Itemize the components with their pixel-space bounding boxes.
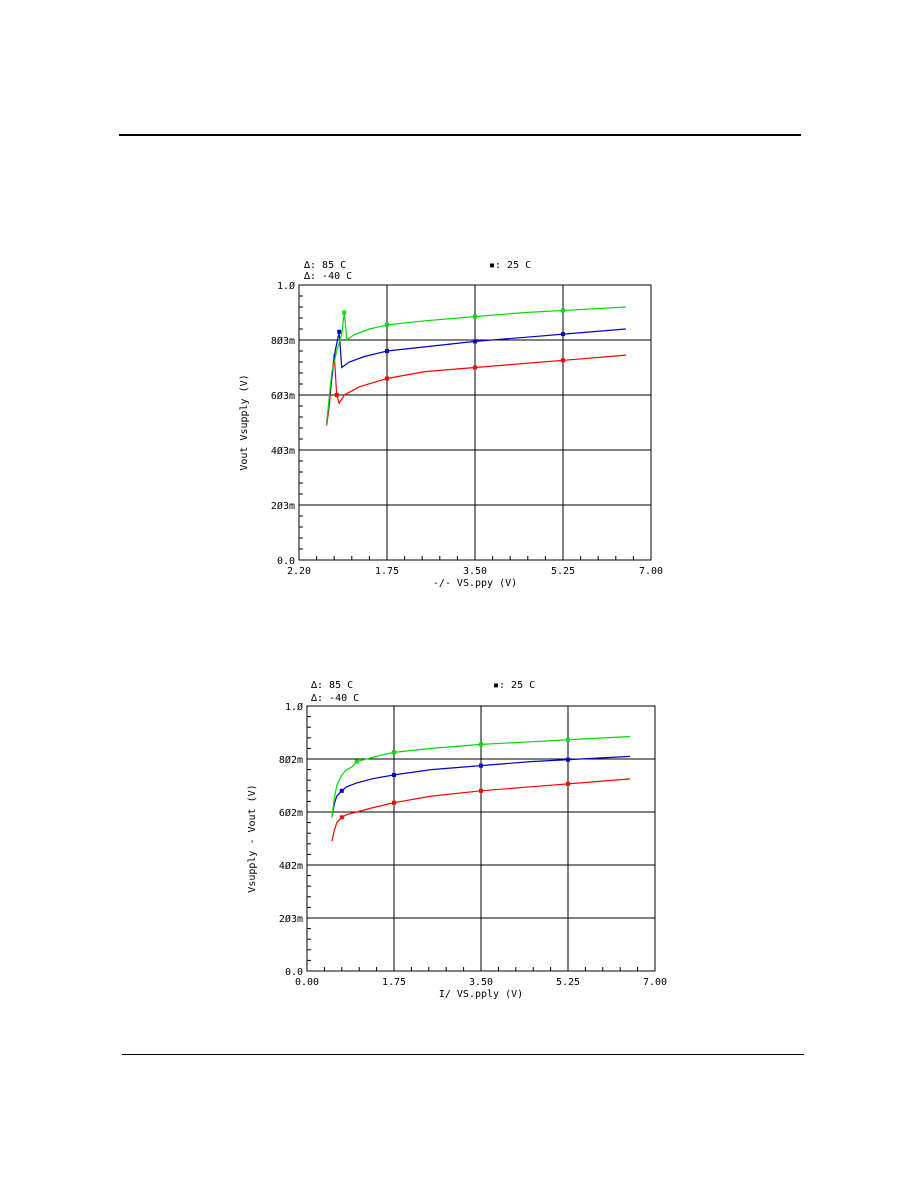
legend-entry: ∆: -40 C — [303, 271, 352, 282]
y-tick-label: 0.0 — [285, 967, 303, 978]
series-marker — [479, 763, 483, 768]
series-line — [331, 735, 631, 818]
series-marker — [339, 788, 344, 793]
y-axis-label: Vout Vsupply (V) — [239, 374, 250, 470]
x-axis-label: I/ VS.pply (V) — [439, 989, 523, 1000]
series-marker — [566, 757, 570, 762]
y-tick-label: 6Ø2m — [279, 807, 303, 819]
x-tick-label: 3.50 — [469, 977, 493, 988]
x-tick-label: 5.25 — [556, 977, 580, 988]
x-tick-label: 1.75 — [382, 977, 406, 988]
series-marker — [561, 332, 565, 337]
y-tick-label: 4Ø3m — [271, 445, 295, 457]
header-rule — [119, 134, 801, 136]
y-tick-label: 0.0 — [277, 556, 295, 567]
y-tick-label: 8Ø2m — [279, 754, 303, 766]
series-marker — [473, 339, 477, 344]
y-axis-label: Vsupply - Vout (V) — [247, 784, 258, 892]
series-marker — [566, 781, 570, 786]
series-marker — [392, 750, 396, 755]
series-marker — [342, 310, 347, 315]
series-marker — [334, 393, 339, 397]
legend-entry: ▪: 25 C — [489, 260, 531, 271]
x-tick-label: 5.25 — [551, 566, 575, 577]
y-tick-label: 4Ø2m — [279, 860, 303, 872]
x-tick-label: 7.00 — [639, 566, 663, 577]
legend-entry: ∆: 85 C — [303, 260, 346, 271]
y-tick-label: 6Ø3m — [271, 390, 295, 402]
legend-entry: ∆: -40 C — [310, 693, 359, 704]
footer-rule — [122, 1054, 804, 1055]
series-marker — [339, 815, 344, 820]
series-marker — [392, 800, 396, 805]
series-marker — [473, 365, 477, 370]
series-marker — [566, 737, 570, 742]
y-tick-label: 8Ø3m — [271, 335, 295, 347]
series-marker — [385, 376, 389, 381]
series-marker — [385, 322, 389, 327]
x-axis-label: -/- VS.ppy (V) — [433, 578, 517, 589]
series-marker — [561, 308, 565, 313]
x-tick-label: 1.75 — [375, 566, 399, 577]
x-tick-label: 7.00 — [643, 977, 667, 988]
y-tick-label: 1.Ø — [277, 280, 295, 292]
y-tick-label: 2Ø3m — [271, 500, 295, 512]
series-line — [331, 755, 631, 818]
series-marker — [392, 772, 396, 777]
series-marker — [561, 358, 565, 363]
series-marker — [473, 314, 477, 319]
series-line — [326, 328, 626, 423]
x-tick-label: 2.20 — [287, 566, 311, 577]
series-marker — [337, 329, 342, 334]
series-marker — [385, 349, 389, 353]
x-tick-label: 3.50 — [463, 566, 487, 577]
y-tick-label: 1.Ø — [285, 701, 303, 713]
y-tick-label: 2Ø3m — [279, 913, 303, 925]
series-marker — [479, 742, 483, 747]
series-marker — [354, 759, 359, 764]
series-line — [331, 778, 631, 842]
legend-entry: ∆: 85 C — [310, 680, 353, 691]
series-marker — [479, 788, 483, 793]
legend-entry: ▪: 25 C — [493, 680, 535, 691]
series-line — [326, 306, 626, 423]
x-tick-label: 0.00 — [295, 977, 319, 988]
